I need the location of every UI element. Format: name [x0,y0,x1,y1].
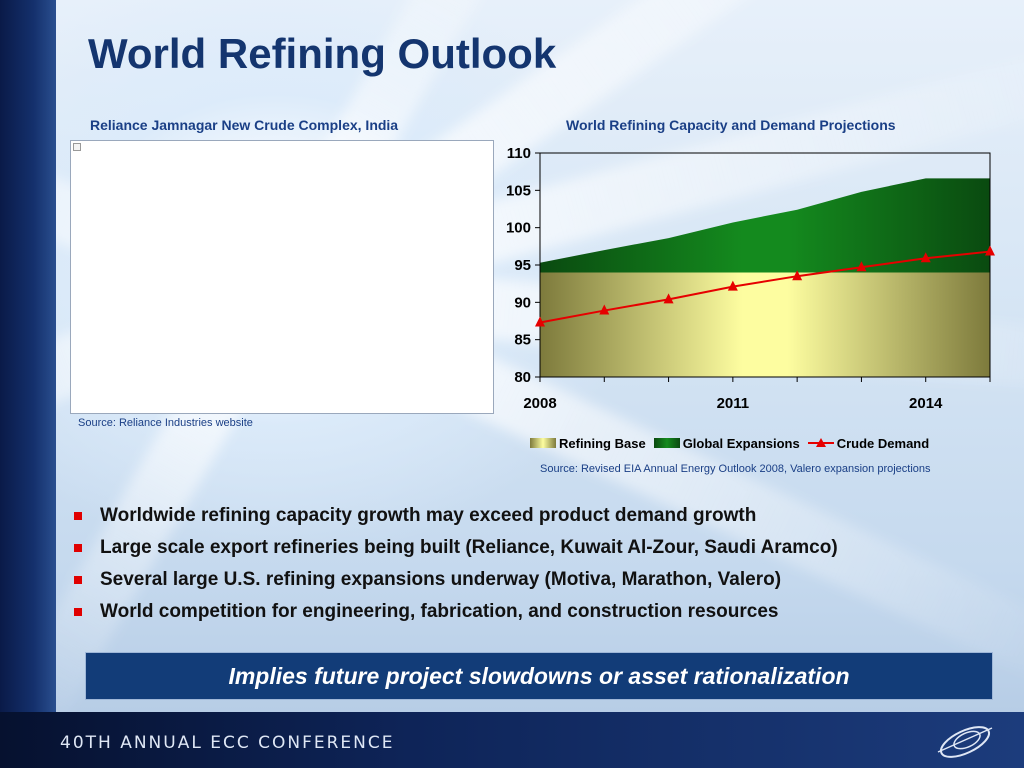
photo-source: Source: Reliance Industries website [78,417,253,429]
conclusion-callout: Implies future project slowdowns or asse… [85,652,993,700]
bullet-item: Worldwide refining capacity growth may e… [72,500,1002,532]
bullet-icon [74,576,82,584]
legend-global-expansions: Global Expansions [653,436,800,451]
bullet-item: World competition for engineering, fabri… [72,596,1002,628]
x-tick-label: 2014 [909,395,943,412]
crude-demand-point [985,245,995,256]
y-tick-label: 95 [514,257,531,274]
crude-demand-point [599,304,610,315]
crude-demand-point [535,316,545,327]
conference-name: 40TH ANNUAL ECC CONFERENCE [60,733,395,753]
bullet-icon [74,512,82,520]
crude-demand-point [727,280,738,291]
ecc-logo-icon [937,726,993,758]
line-crude-demand [539,250,991,324]
chart-source: Source: Revised EIA Annual Energy Outloo… [540,463,931,475]
photo-caption: Reliance Jamnagar New Crude Complex, Ind… [90,117,399,133]
y-tick-label: 105 [506,182,531,199]
broken-image-icon [73,143,81,151]
chart-legend: Refining Base Global Expansions Crude De… [530,434,937,452]
x-tick-label: 2011 [717,395,750,412]
chart-title: World Refining Capacity and Demand Proje… [566,117,896,133]
crude-demand-point [856,261,867,272]
bullet-icon [74,608,82,616]
legend-crude-demand: Crude Demand [807,436,929,451]
left-decoration-strip [0,0,56,712]
y-tick-label: 110 [507,145,531,162]
y-tick-label: 85 [514,332,531,349]
crude-demand-point [663,293,674,304]
y-tick-label: 80 [514,369,531,386]
capacity-demand-chart: 80 85 90 95 100 105 110 2008 2011 2014 [506,145,995,412]
legend-refining-base: Refining Base [530,436,646,451]
photo-placeholder [70,140,494,414]
bullet-list: Worldwide refining capacity growth may e… [72,500,1002,628]
area-refining-base [540,272,990,377]
bullet-item: Large scale export refineries being buil… [72,532,1002,564]
bullet-item: Several large U.S. refining expansions u… [72,564,1002,596]
footer-bar [0,712,1024,768]
y-tick-label: 100 [506,220,531,237]
y-tick-label: 90 [514,294,531,311]
x-tick-label: 2008 [523,395,556,412]
bullet-icon [74,544,82,552]
page-title: World Refining Outlook [88,30,557,77]
crude-demand-point [792,270,803,281]
area-global-expansions [540,178,990,273]
crude-demand-point [920,252,931,263]
